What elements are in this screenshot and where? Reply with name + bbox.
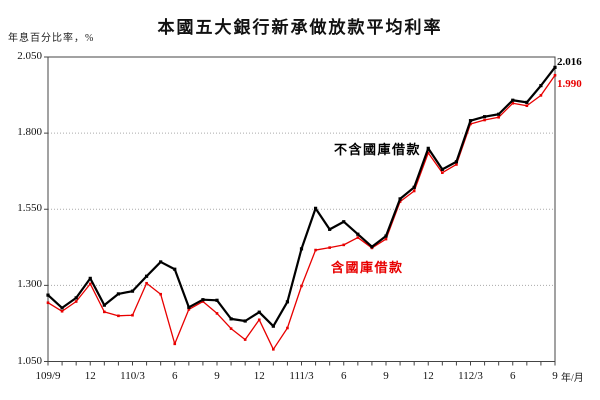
data-point-marker: [328, 227, 332, 231]
x-tick-label: 12: [253, 369, 265, 382]
data-point-marker: [539, 94, 543, 97]
x-tick-label: 9: [383, 369, 389, 382]
data-point-marker: [201, 300, 205, 303]
x-axis-unit-label: 年/月: [561, 373, 584, 384]
x-tick-label: 110/3: [120, 369, 145, 382]
data-point-marker: [159, 292, 162, 296]
data-point-marker: [384, 234, 388, 238]
data-point-marker: [482, 115, 487, 119]
series-line-including-treasury: [47, 74, 556, 350]
data-point-marker: [511, 98, 515, 102]
data-point-marker: [314, 248, 317, 252]
data-point-marker: [131, 313, 134, 317]
x-tick-label: 6: [172, 369, 178, 382]
data-point-marker: [159, 260, 163, 264]
data-point-marker: [511, 101, 515, 105]
data-point-marker: [455, 163, 458, 166]
data-point-marker: [103, 310, 106, 314]
data-point-marker: [88, 282, 92, 286]
data-point-marker: [74, 296, 78, 300]
data-point-marker: [144, 274, 149, 278]
data-point-marker: [145, 281, 148, 285]
data-point-marker: [201, 298, 205, 302]
data-point-marker: [257, 318, 261, 322]
data-point-marker: [243, 319, 247, 323]
data-point-marker: [300, 284, 303, 288]
data-point-marker: [426, 146, 430, 150]
x-tick-label: 9: [552, 369, 558, 382]
data-point-marker: [299, 247, 304, 251]
data-point-marker: [173, 267, 177, 271]
x-tick-label: 12: [84, 369, 96, 382]
x-tick-label: 6: [510, 369, 516, 382]
data-point-marker: [229, 327, 233, 330]
data-point-marker: [173, 342, 177, 346]
data-point-marker: [328, 246, 331, 249]
data-point-marker: [426, 151, 430, 155]
data-point-marker: [539, 84, 543, 88]
data-point-marker: [342, 220, 346, 224]
x-tick-label: 112/3: [458, 369, 483, 382]
data-point-marker: [285, 300, 290, 304]
y-tick-label: 1.050: [17, 354, 42, 367]
x-tick-label: 111/3: [289, 369, 314, 382]
data-point-marker: [356, 236, 360, 239]
data-point-marker: [286, 326, 289, 330]
data-point-marker: [454, 160, 459, 164]
data-point-marker: [412, 185, 416, 189]
series-annotation-excluding-treasury: 不含國庫借款: [334, 142, 422, 157]
data-point-marker: [525, 100, 529, 104]
y-tick-label: 1.550: [17, 202, 42, 215]
data-point-marker: [88, 276, 92, 280]
y-tick-label: 1.800: [17, 126, 42, 139]
data-point-marker: [370, 245, 374, 249]
data-point-marker: [116, 292, 121, 296]
data-point-marker: [497, 112, 501, 116]
data-point-marker: [483, 118, 486, 122]
end-value-label-excluding-treasury: 2.016: [557, 56, 582, 68]
data-point-marker: [187, 305, 191, 309]
y-axis-unit-label: 年息百分比率，%: [8, 33, 95, 44]
data-point-marker: [384, 237, 388, 241]
data-point-marker: [46, 301, 50, 305]
data-point-marker: [257, 310, 261, 314]
data-point-marker: [74, 300, 78, 303]
data-point-marker: [60, 309, 64, 313]
data-point-marker: [313, 206, 318, 210]
data-point-marker: [229, 317, 233, 321]
data-point-marker: [215, 298, 219, 302]
data-point-marker: [440, 167, 444, 171]
x-tick-label: 6: [341, 369, 347, 382]
data-point-marker: [553, 65, 557, 69]
data-point-marker: [468, 119, 473, 123]
x-tick-label: 9: [214, 369, 220, 382]
end-value-label-including-treasury: 1.990: [557, 78, 582, 90]
data-point-marker: [356, 232, 360, 236]
data-point-marker: [46, 293, 50, 297]
data-point-marker: [441, 171, 444, 175]
data-point-marker: [243, 338, 247, 341]
data-point-marker: [117, 314, 120, 318]
data-point-marker: [271, 324, 275, 328]
x-tick-label: 109/9: [35, 369, 61, 382]
y-tick-label: 2.050: [17, 50, 42, 62]
data-point-marker: [398, 197, 402, 201]
data-point-marker: [272, 348, 275, 351]
data-point-marker: [412, 189, 416, 193]
data-point-marker: [342, 243, 346, 247]
series-annotation-including-treasury: 含國庫借款: [331, 260, 404, 275]
data-point-marker: [215, 312, 219, 315]
data-point-marker: [187, 308, 191, 311]
data-point-marker: [102, 303, 106, 307]
y-tick-label: 1.300: [17, 278, 42, 291]
chart-title: 本國五大銀行新承做放款平均利率: [157, 18, 443, 37]
data-point-marker: [497, 115, 500, 119]
data-point-marker: [525, 104, 529, 108]
data-point-marker: [553, 73, 557, 77]
x-tick-label: 12: [422, 369, 434, 382]
data-point-marker: [60, 306, 64, 310]
data-point-marker: [130, 289, 135, 293]
